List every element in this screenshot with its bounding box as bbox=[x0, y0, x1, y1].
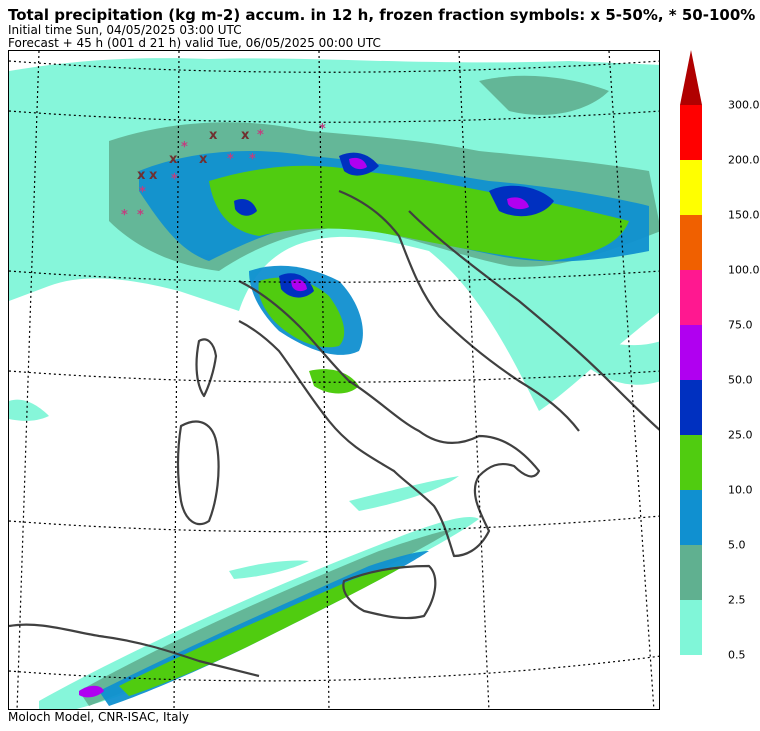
frozen-symbol-star: * bbox=[227, 152, 234, 167]
frozen-symbol-x: x bbox=[241, 128, 250, 143]
colorbar-swatch-5 bbox=[680, 490, 702, 545]
colorbar-swatch-200 bbox=[680, 105, 702, 160]
frozen-symbol-star: * bbox=[319, 122, 326, 137]
frozen-symbol-x: x bbox=[199, 152, 208, 167]
sardinia-outline bbox=[176, 420, 220, 526]
precipitation-map: x x x x x x * * * * * * * * * bbox=[8, 50, 660, 710]
frozen-symbol-x: x bbox=[169, 152, 178, 167]
map-canvas: x x x x x x * * * * * * * * * bbox=[9, 51, 659, 709]
colorbar-label: 10.0 bbox=[728, 483, 753, 497]
frozen-symbol-x: x bbox=[149, 168, 158, 183]
colorbar-label: 200.0 bbox=[728, 153, 760, 167]
colorbar-label: 0.5 bbox=[728, 648, 746, 662]
precip-heavy-areas bbox=[79, 152, 554, 698]
map-title: Total precipitation (kg m-2) accum. in 1… bbox=[8, 6, 756, 24]
colorbar-arrow bbox=[680, 50, 702, 105]
colorbar-swatch-10 bbox=[680, 435, 702, 490]
frozen-symbol-star: * bbox=[257, 128, 264, 143]
africa-coastline bbox=[9, 623, 260, 678]
colorbar-swatch-50 bbox=[680, 325, 702, 380]
sicily-outline bbox=[342, 564, 437, 620]
balkan-coastline bbox=[408, 210, 659, 431]
italy-coastline bbox=[238, 280, 541, 558]
colorbar-swatch-100 bbox=[680, 215, 702, 270]
frozen-symbol-star: * bbox=[171, 172, 178, 187]
colorbar-label: 2.5 bbox=[728, 593, 746, 607]
colorbar-label: 150.0 bbox=[728, 208, 760, 222]
initial-time-label: Initial time Sun, 04/05/2025 03:00 UTC bbox=[8, 23, 242, 37]
colorbar-swatch-2-5 bbox=[680, 545, 702, 600]
frozen-symbols: x x x x x x * * * * * * * * * bbox=[121, 122, 326, 223]
forecast-time-label: Forecast + 45 h (001 d 21 h) valid Tue, … bbox=[8, 36, 381, 50]
colorbar-label: 25.0 bbox=[728, 428, 753, 442]
corsica-outline bbox=[195, 338, 218, 398]
colorbar-label: 300.0 bbox=[728, 98, 760, 112]
precip-colorbar bbox=[680, 50, 702, 660]
precip-green-areas bbox=[119, 165, 629, 696]
colorbar-swatch-75 bbox=[680, 270, 702, 325]
colorbar-label: 75.0 bbox=[728, 318, 753, 332]
coastlines bbox=[9, 189, 659, 678]
colorbar-label: 5.0 bbox=[728, 538, 746, 552]
colorbar-label: 50.0 bbox=[728, 373, 753, 387]
colorbar-label: 100.0 bbox=[728, 263, 760, 277]
frozen-symbol-x: x bbox=[209, 128, 218, 143]
frozen-symbol-star: * bbox=[249, 152, 256, 167]
frozen-symbol-star: * bbox=[181, 140, 188, 155]
frozen-symbol-x: x bbox=[137, 168, 146, 183]
model-credit: Moloch Model, CNR-ISAC, Italy bbox=[8, 710, 190, 724]
graticule bbox=[9, 51, 659, 709]
colorbar-swatches bbox=[680, 50, 702, 655]
adriatic-coastline bbox=[338, 189, 580, 432]
frozen-symbol-star: * bbox=[121, 208, 128, 223]
colorbar-swatch-0-5 bbox=[680, 600, 702, 655]
colorbar-swatch-150 bbox=[680, 160, 702, 215]
frozen-symbol-star: * bbox=[137, 208, 144, 223]
colorbar-swatch-25 bbox=[680, 380, 702, 435]
frozen-symbol-star: * bbox=[139, 185, 146, 200]
